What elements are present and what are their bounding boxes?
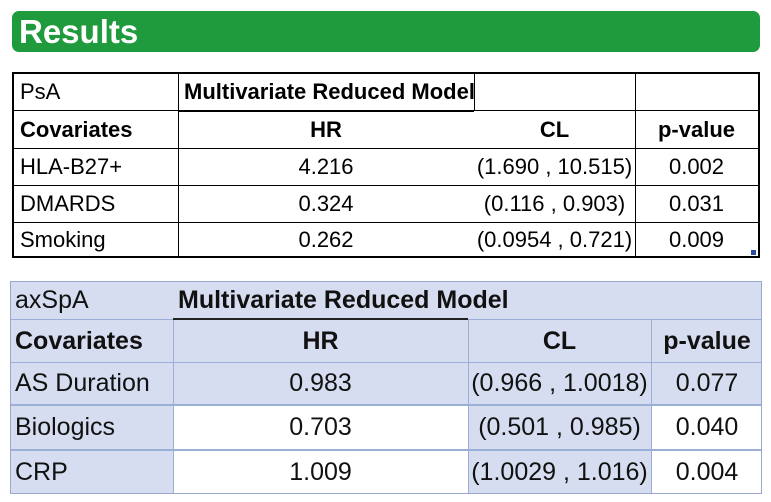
psa-row-cl: (0.116 , 0.903) bbox=[483, 191, 626, 216]
resize-handle-marker bbox=[751, 250, 756, 255]
psa-row-divider bbox=[14, 148, 758, 149]
psa-row-divider bbox=[14, 222, 758, 223]
axspa-row-cl: (0.966 , 1.0018) bbox=[471, 369, 648, 397]
axspa-col-divider bbox=[651, 320, 652, 493]
axspa-row-divider bbox=[11, 449, 761, 451]
axspa-row-hr: 0.703 bbox=[289, 413, 352, 441]
axspa-header-hr: HR bbox=[302, 327, 339, 355]
psa-model-label: Multivariate Reduced Model bbox=[184, 79, 475, 104]
axspa-model-underline bbox=[173, 318, 468, 320]
psa-header-cl: CL bbox=[539, 116, 570, 142]
psa-header-p: p-value bbox=[657, 116, 736, 142]
psa-row-cl: (1.690 , 10.515) bbox=[476, 154, 633, 179]
axspa-group-label: axSpA bbox=[15, 286, 89, 314]
axspa-row-cl: (1.0029 , 1.016) bbox=[471, 457, 648, 486]
psa-header-hr: HR bbox=[310, 116, 342, 142]
psa-row-divider bbox=[14, 185, 758, 186]
axspa-row-p: 0.040 bbox=[675, 413, 739, 441]
axspa-row-hr: 1.009 bbox=[289, 457, 352, 486]
psa-row-cl: (0.0954 , 0.721) bbox=[476, 226, 633, 252]
axspa-row-divider bbox=[11, 362, 761, 363]
psa-row-covariate: HLA-B27+ bbox=[20, 154, 123, 179]
results-banner: Results bbox=[12, 11, 760, 52]
axspa-header-covariates: Covariates bbox=[15, 327, 143, 355]
axspa-header-p: p-value bbox=[663, 327, 751, 355]
results-title: Results bbox=[19, 13, 139, 50]
psa-model-underline bbox=[178, 110, 474, 112]
axspa-row-covariate: AS Duration bbox=[15, 369, 150, 397]
psa-row-p: 0.031 bbox=[668, 191, 725, 216]
axspa-row-divider bbox=[11, 404, 761, 406]
psa-col-divider bbox=[635, 74, 636, 256]
axspa-row-covariate: Biologics bbox=[15, 413, 116, 441]
axspa-col-divider bbox=[468, 320, 469, 493]
axspa-table: axSpA Multivariate Reduced Model Covaria… bbox=[10, 281, 762, 494]
psa-col-divider bbox=[474, 74, 475, 110]
axspa-row-hr: 0.983 bbox=[289, 369, 352, 397]
axspa-row-p: 0.077 bbox=[675, 369, 739, 397]
psa-row-covariate: Smoking bbox=[20, 226, 106, 252]
psa-header-covariates: Covariates bbox=[20, 116, 133, 142]
psa-col-divider bbox=[178, 74, 179, 256]
psa-row-p: 0.002 bbox=[668, 154, 725, 179]
psa-row-hr: 0.262 bbox=[298, 226, 354, 252]
axspa-row-p: 0.004 bbox=[675, 457, 739, 486]
psa-row-hr: 0.324 bbox=[298, 191, 354, 216]
axspa-col-divider bbox=[173, 320, 174, 493]
psa-row-hr: 4.216 bbox=[298, 154, 354, 179]
psa-table: PsA Multivariate Reduced Model Covariate… bbox=[12, 72, 760, 258]
psa-row-covariate: DMARDS bbox=[20, 191, 116, 216]
axspa-row-cl: (0.501 , 0.985) bbox=[478, 413, 641, 441]
axspa-model-label: Multivariate Reduced Model bbox=[178, 286, 509, 314]
axspa-row-covariate: CRP bbox=[15, 457, 68, 486]
psa-row-p: 0.009 bbox=[668, 226, 725, 252]
axspa-header-cl: CL bbox=[542, 327, 577, 355]
psa-group-label: PsA bbox=[20, 79, 61, 104]
